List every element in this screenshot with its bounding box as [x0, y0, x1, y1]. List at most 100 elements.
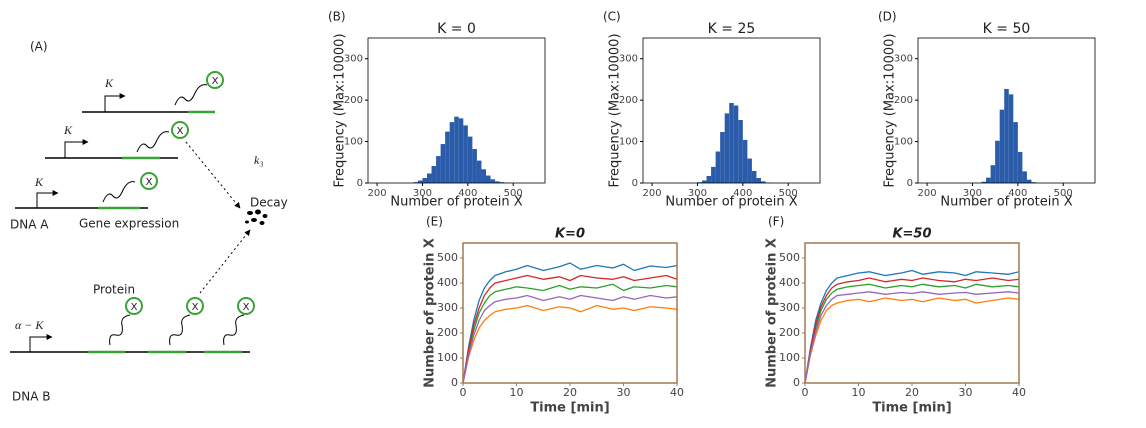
panel-label: (F): [768, 215, 784, 229]
decay-arrow: [186, 142, 240, 208]
bar: [441, 144, 446, 183]
x-tick-label: 30: [617, 386, 631, 399]
decay-label: Decay: [250, 196, 288, 210]
bar: [450, 122, 455, 183]
x-tick-label: 400: [733, 188, 752, 199]
bar: [427, 173, 432, 183]
x-tick-label: 40: [670, 386, 684, 399]
y-tick-label: 400: [437, 276, 458, 289]
y-tick-label: 300: [437, 301, 458, 314]
bar: [1013, 122, 1018, 183]
x-tick-label: 300: [688, 188, 707, 199]
bar: [711, 167, 716, 183]
bar: [454, 117, 459, 183]
y-tick-label: 100: [344, 137, 363, 148]
bar: [436, 156, 441, 183]
x-tick-label: 20: [563, 386, 577, 399]
bar: [729, 103, 734, 183]
bar: [716, 152, 721, 183]
y-tick-label: 300: [619, 54, 638, 65]
trajectory: [805, 298, 1019, 383]
protein-label: Protein: [93, 283, 135, 297]
y-tick-label: 0: [907, 178, 913, 189]
bar: [1009, 94, 1014, 183]
y-axis-label: Number of protein X: [765, 238, 780, 388]
bar: [432, 166, 437, 183]
bar: [752, 171, 757, 183]
panel-label: (A): [30, 40, 48, 54]
promoter-label: K: [63, 123, 73, 137]
panel-label: (C): [603, 10, 621, 24]
y-tick-label: 100: [437, 351, 458, 364]
y-tick-label: 100: [894, 137, 913, 148]
plot-frame: [463, 243, 677, 383]
bar: [422, 178, 427, 183]
mrna: [170, 315, 190, 345]
x-axis-label: Time [min]: [872, 401, 951, 416]
y-tick-label: 0: [357, 178, 363, 189]
promoter-label: α − K: [15, 318, 44, 332]
trajectory: [463, 306, 677, 384]
x-tick-label: 200: [368, 188, 387, 199]
dna-label: DNA A: [10, 218, 49, 232]
bar: [468, 137, 473, 183]
protein-x: X: [192, 302, 199, 313]
y-tick-label: 300: [779, 301, 800, 314]
protein-x: X: [243, 302, 250, 313]
x-tick-label: 0: [802, 386, 809, 399]
y-tick-label: 300: [894, 54, 913, 65]
plot-frame: [805, 243, 1019, 383]
bar: [743, 140, 748, 183]
bar: [991, 165, 996, 183]
protein-x: X: [146, 177, 153, 188]
chart-title: K = 0: [437, 21, 476, 37]
x-tick-label: 400: [458, 188, 477, 199]
x-tick-label: 20: [905, 386, 919, 399]
protein-x: X: [212, 76, 219, 87]
promoter: [65, 142, 88, 158]
x-tick-label: 300: [413, 188, 432, 199]
decay-fragments: [245, 210, 268, 226]
trajectory: [805, 292, 1019, 383]
mrna: [137, 132, 169, 152]
bar: [707, 176, 712, 183]
decay-arrow: [200, 230, 250, 293]
y-tick-label: 200: [344, 95, 363, 106]
bar: [756, 178, 761, 183]
bar: [720, 132, 725, 183]
promoter: [37, 193, 58, 208]
x-tick-label: 500: [779, 188, 798, 199]
y-tick-label: 200: [619, 95, 638, 106]
dna-label: DNA B: [12, 390, 50, 404]
bar: [1000, 110, 1005, 183]
x-tick-label: 0: [460, 386, 467, 399]
x-tick-label: 40: [1012, 386, 1026, 399]
y-tick-label: 500: [437, 251, 458, 264]
panel-label: (B): [328, 10, 346, 24]
chart-title: K=0: [555, 227, 585, 242]
y-tick-label: 0: [632, 178, 638, 189]
y-tick-label: 0: [793, 376, 800, 389]
mrna: [175, 85, 207, 105]
bar: [1018, 152, 1023, 183]
bar: [477, 161, 482, 183]
protein-x: X: [177, 126, 184, 137]
bar: [734, 106, 739, 183]
bar: [472, 149, 477, 183]
x-tick-label: 200: [918, 188, 937, 199]
protein-x: X: [131, 302, 138, 313]
y-axis-label: Number of protein X: [423, 238, 438, 388]
mrna: [224, 315, 244, 345]
bar: [738, 120, 743, 183]
x-tick-label: 500: [504, 188, 523, 199]
bar: [1022, 171, 1027, 183]
x-tick-label: 10: [852, 386, 866, 399]
bar: [463, 125, 468, 183]
bar: [995, 141, 1000, 183]
bar: [491, 179, 496, 183]
chart-title: K = 50: [983, 21, 1031, 37]
